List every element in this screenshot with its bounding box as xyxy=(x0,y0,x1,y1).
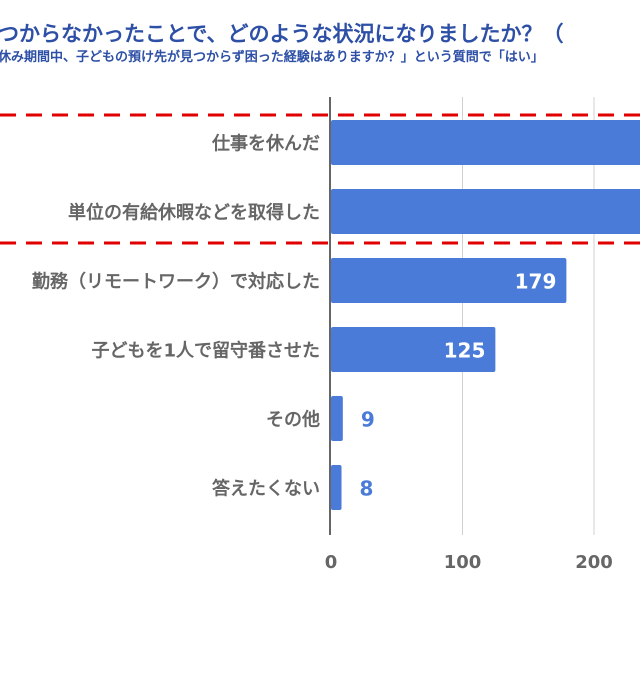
category-label: 答えたくない xyxy=(212,478,320,500)
chart-subtitle: 休み期間中、子どもの預け先が見つからず困った経験はありますか？」という質問で「は… xyxy=(0,50,544,65)
category-label: 勤務（リモートワーク）で対応した xyxy=(32,271,320,293)
bar xyxy=(331,189,640,234)
value-label: 125 xyxy=(444,339,486,363)
bar xyxy=(331,258,567,303)
bar xyxy=(331,465,342,510)
value-label: 8 xyxy=(360,477,374,501)
category-label: 仕事を休んだ xyxy=(211,133,320,155)
value-label: 179 xyxy=(515,270,557,294)
category-label: 子どもを1人で留守番させた xyxy=(91,340,320,362)
x-tick-label: 200 xyxy=(575,552,613,573)
chart-title: つからなかったことで、どのような状況になりましたか？（ xyxy=(0,22,564,46)
x-tick-label: 0 xyxy=(325,552,338,573)
bar xyxy=(331,327,496,372)
x-tick-label: 100 xyxy=(444,552,482,573)
bar xyxy=(331,120,640,165)
category-label: 単位の有給休暇などを取得した xyxy=(68,202,320,224)
value-label: 9 xyxy=(361,408,375,432)
bar xyxy=(331,396,343,441)
category-label: その他 xyxy=(266,409,320,431)
